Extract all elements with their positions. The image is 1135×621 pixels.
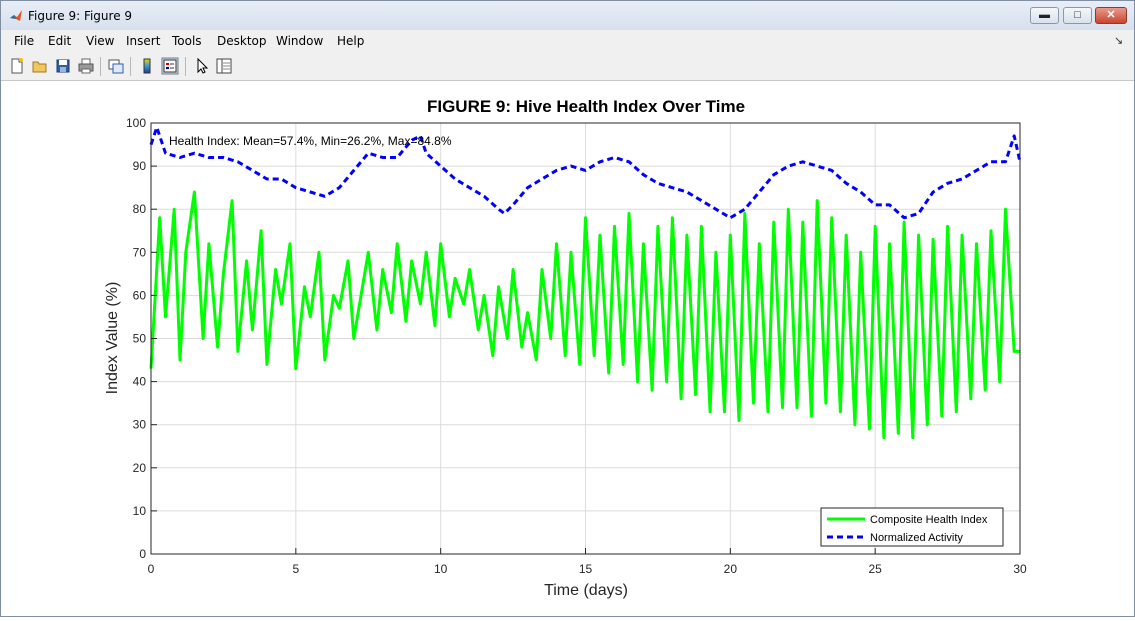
legend[interactable]: Composite Health Index Normalized Activi…	[820, 507, 1004, 547]
menu-insert[interactable]: Insert	[126, 34, 161, 48]
link-plot-icon[interactable]	[107, 57, 125, 75]
y-tick-label: 20	[133, 461, 147, 475]
line-chart[interactable]: FIGURE 9: Hive Health Index Over Time 0 5…	[1, 81, 1134, 616]
title-bar[interactable]: Figure 9: Figure 9 ▬ □ ✕	[1, 1, 1134, 31]
print-icon[interactable]	[77, 57, 95, 75]
menu-desktop[interactable]: Desktop	[217, 34, 267, 48]
select-pointer-icon[interactable]	[193, 57, 211, 75]
menu-file[interactable]: File	[14, 34, 35, 48]
close-icon: ✕	[1106, 9, 1116, 21]
property-editor-icon[interactable]	[215, 57, 233, 75]
series-line-composite-health	[149, 190, 1020, 440]
open-file-icon[interactable]	[31, 57, 49, 75]
menu-help[interactable]: Help	[337, 34, 365, 48]
maximize-button[interactable]: □	[1063, 7, 1092, 24]
y-tick-label: 50	[133, 332, 147, 346]
menu-tools[interactable]: Tools	[172, 34, 202, 48]
figure-canvas: FIGURE 9: Hive Health Index Over Time 0 5…	[1, 81, 1134, 616]
save-icon[interactable]	[54, 57, 72, 75]
grid-lines	[150, 122, 1021, 555]
legend-label-health: Composite Health Index	[870, 514, 988, 526]
chart-annotation: Health Index: Mean=57.4%, Min=26.2%, Max…	[169, 134, 452, 148]
maximize-icon: □	[1074, 9, 1081, 21]
y-tick-label: 80	[133, 202, 147, 216]
toolbar-separator	[185, 57, 186, 76]
y-tick-label: 90	[133, 159, 147, 173]
menu-view[interactable]: View	[86, 34, 115, 48]
minimize-button[interactable]: ▬	[1030, 7, 1059, 24]
y-tick-label: 0	[139, 547, 146, 561]
toolbar-separator	[130, 57, 131, 76]
legend-label-activity: Normalized Activity	[870, 532, 963, 544]
y-tick-label: 10	[133, 504, 147, 518]
y-tick-label: 70	[133, 245, 147, 259]
toolbar-separator	[100, 57, 101, 76]
x-tick-label: 30	[1013, 562, 1027, 576]
y-tick-label: 40	[133, 375, 147, 389]
menu-edit[interactable]: Edit	[48, 34, 72, 48]
x-tick-label: 20	[724, 562, 738, 576]
legend-icon[interactable]	[161, 57, 179, 75]
close-button[interactable]: ✕	[1095, 7, 1127, 24]
series-layer	[149, 125, 1022, 440]
matlab-icon	[10, 10, 22, 21]
window-title: Figure 9: Figure 9	[28, 9, 133, 23]
y-tick-label: 60	[133, 288, 147, 302]
chart-title: FIGURE 9: Hive Health Index Over Time	[427, 97, 745, 116]
series-line-normalized-activity	[149, 125, 1022, 220]
colorbar-icon[interactable]	[138, 57, 156, 75]
minimize-icon: ▬	[1039, 9, 1050, 21]
x-tick-label: 10	[434, 562, 448, 576]
y-tick-label: 100	[126, 116, 146, 130]
new-figure-icon[interactable]	[8, 57, 26, 75]
x-tick-label: 0	[148, 562, 155, 576]
dock-arrow-icon[interactable]: ↘	[1114, 35, 1124, 47]
legend-box	[820, 507, 1004, 547]
axes: 0 5 10 15 20 25 30 0 10 20 30 40 50 60 70 80 90 100	[126, 116, 1027, 576]
x-axis-label: Time (days)	[544, 582, 628, 599]
toolbar	[1, 52, 1134, 81]
x-tick-label: 5	[292, 562, 299, 576]
menu-bar: File Edit View Insert Tools Desktop Wind…	[1, 30, 1134, 52]
menu-window[interactable]: Window	[276, 34, 324, 48]
x-tick-label: 25	[868, 562, 882, 576]
y-axis-label: Index Value (%)	[104, 282, 121, 395]
x-tick-label: 15	[579, 562, 593, 576]
y-tick-label: 30	[133, 418, 147, 432]
